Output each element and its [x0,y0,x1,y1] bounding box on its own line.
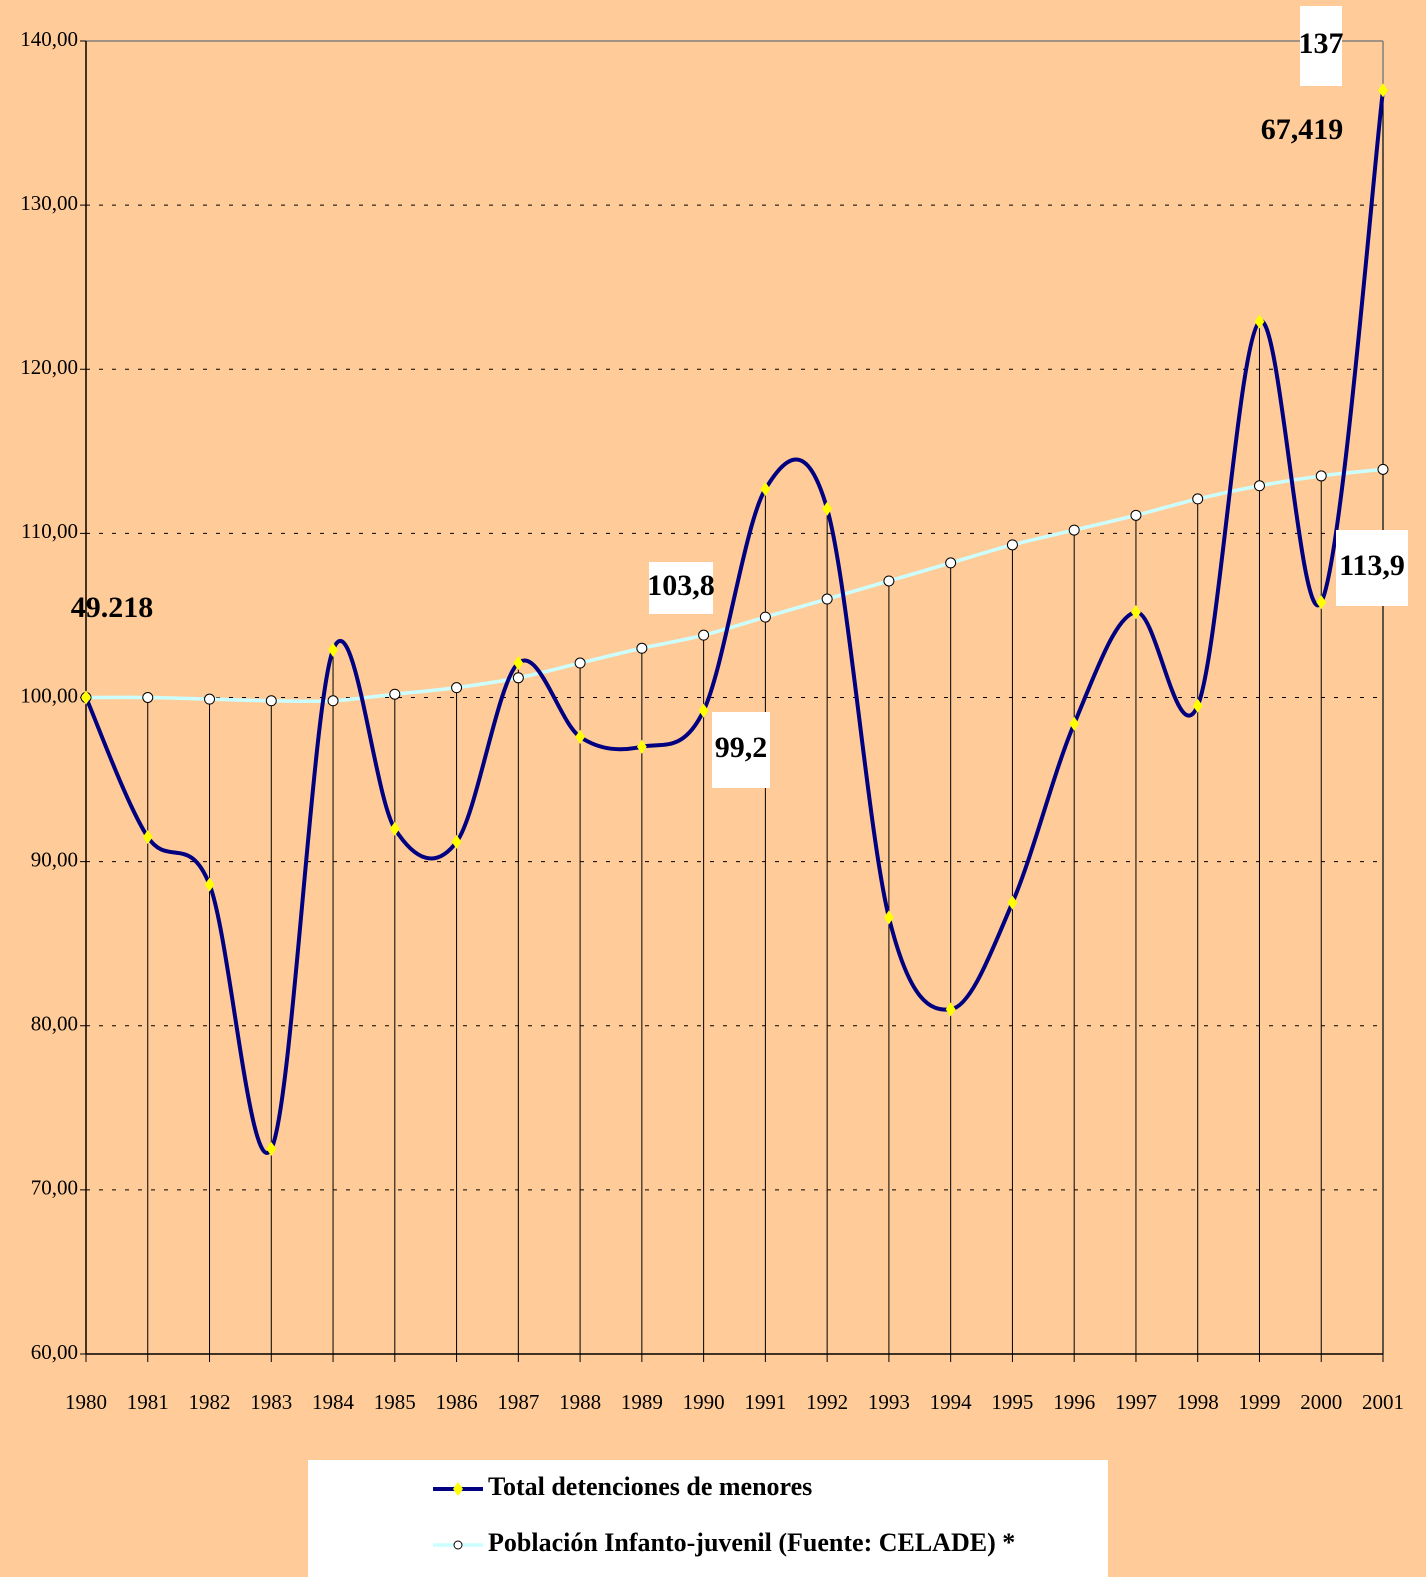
marker [513,656,524,671]
marker [822,501,833,516]
marker [389,688,401,700]
marker [1254,314,1265,329]
x-tick-label: 1992 [806,1390,848,1414]
y-tick-label: 90,00 [31,847,78,871]
x-tick-label: 1995 [991,1390,1033,1414]
annotation: 99,2 [715,731,768,764]
series-line [85,467,1384,704]
x-tick-label: 1984 [312,1390,355,1414]
y-tick-label: 120,00 [20,355,78,379]
x-tick-label: 1980 [65,1390,107,1414]
marker [204,877,215,892]
marker [945,1002,956,1017]
y-tick-label: 60,00 [31,1340,78,1364]
x-tick-label: 1994 [930,1390,973,1414]
legend-label: Población Infanto-juvenil (Fuente: CELAD… [488,1528,1015,1557]
x-tick-label: 1982 [189,1390,231,1414]
annotation: 137 [1299,27,1344,60]
annotation-box [712,712,770,788]
marker [883,575,895,587]
y-tick-label: 80,00 [31,1012,78,1036]
x-tick-label: 1991 [744,1390,786,1414]
marker [1130,509,1142,521]
marker [1316,595,1327,610]
marker [451,834,462,849]
marker [1069,716,1080,731]
marker [1007,895,1018,910]
annotation-box [649,562,713,614]
annotation-box [1336,530,1408,606]
x-tick-label: 1998 [1177,1390,1219,1414]
x-tick-label: 1981 [127,1390,169,1414]
marker [1006,539,1018,551]
x-tick-label: 1996 [1053,1390,1095,1414]
marker [884,910,894,925]
x-tick-label: 2001 [1362,1390,1404,1414]
marker [142,692,154,703]
marker [389,821,400,836]
legend-marker [453,1540,463,1550]
marker [1377,463,1389,475]
marker [636,739,647,754]
marker [698,629,710,641]
x-tick-label: 1986 [436,1390,478,1414]
marker [142,830,153,845]
marker [1253,480,1265,492]
x-tick-label: 1983 [250,1390,292,1414]
marker [1378,83,1388,98]
legend-label: Total detenciones de menores [488,1472,812,1501]
marker [512,672,524,684]
x-tick-label: 1990 [683,1390,725,1414]
marker [1068,524,1080,536]
annotation: 113,9 [1339,549,1405,582]
marker [821,593,833,605]
x-tick-label: 1988 [559,1390,601,1414]
y-tick-label: 130,00 [20,191,78,215]
x-tick-label: 1987 [497,1390,539,1414]
annotation: 103,8 [647,569,715,602]
marker [636,642,648,654]
marker [945,557,957,569]
marker [265,695,277,707]
marker [81,690,91,705]
x-tick-label: 1999 [1238,1390,1280,1414]
marker [1192,698,1203,713]
legend-marker [453,1482,463,1496]
x-tick-label: 1997 [1115,1390,1157,1414]
x-tick-label: 1989 [621,1390,663,1414]
marker [575,729,585,744]
y-tick-label: 70,00 [31,1176,78,1200]
marker [328,642,338,657]
annotation: 67,419 [1261,113,1344,146]
marker [698,703,709,718]
marker [327,695,339,707]
marker [1192,493,1204,505]
y-tick-label: 110,00 [21,519,78,543]
x-tick-label: 1993 [868,1390,910,1414]
marker [266,1141,277,1156]
marker [1315,470,1327,482]
x-tick-label: 1985 [374,1390,416,1414]
marker [204,693,216,705]
y-tick-label: 140,00 [20,27,78,51]
annotation-box [1300,6,1342,86]
marker [451,682,463,694]
x-tick-label: 2000 [1300,1390,1342,1414]
y-tick-label: 100,00 [20,683,78,707]
marker [759,611,771,623]
marker [1131,605,1141,620]
series-line [84,89,1385,1155]
marker [574,657,586,669]
annotation: 49.218 [71,591,154,624]
marker [760,482,771,497]
legend-box [308,1460,1108,1577]
